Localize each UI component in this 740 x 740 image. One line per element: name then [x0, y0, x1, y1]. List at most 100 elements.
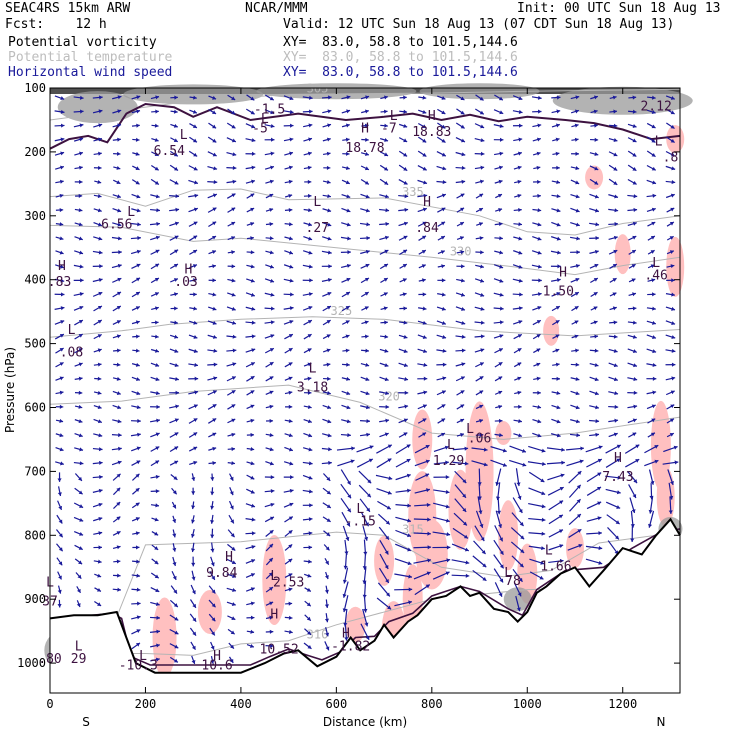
wind-arrow	[265, 376, 274, 382]
wind-arrow	[533, 165, 541, 170]
wind-arrow	[647, 278, 656, 283]
wind-arrow	[509, 459, 527, 467]
wind-arrow	[513, 165, 522, 170]
wind-arrow	[531, 292, 542, 297]
wind-arrow	[360, 249, 370, 255]
wind-arrow	[54, 109, 65, 114]
wind-arrow	[436, 193, 447, 199]
pv-extremum-label: L	[652, 256, 660, 271]
wind-arrow	[570, 207, 580, 213]
wind-arrow	[55, 179, 64, 184]
y-tick-label: 1000	[17, 656, 46, 670]
wind-arrow	[227, 278, 236, 283]
wind-arrow	[208, 122, 217, 129]
wind-arrow	[132, 165, 140, 171]
wind-arrow	[589, 418, 600, 424]
wind-arrow	[113, 559, 121, 564]
wind-arrow	[648, 469, 655, 485]
wind-arrow	[493, 334, 504, 339]
wind-arrow	[73, 95, 84, 100]
wind-arrow	[359, 222, 371, 227]
wind-arrow	[150, 391, 160, 396]
wind-arrow	[495, 208, 503, 212]
wind-arrow	[191, 515, 196, 524]
wind-arrow	[131, 320, 140, 325]
wind-arrow	[379, 362, 389, 368]
wind-arrow	[571, 348, 579, 353]
wind-arrow	[302, 95, 313, 100]
wind-arrow	[132, 348, 140, 353]
wind-arrow	[208, 613, 216, 622]
wind-arrow	[150, 164, 160, 171]
wind-arrow	[112, 334, 121, 339]
wind-arrow	[585, 445, 603, 453]
wind-arrow	[360, 151, 370, 156]
wind-arrow	[188, 235, 198, 242]
wind-arrow	[646, 320, 657, 325]
wind-arrow	[246, 643, 255, 648]
wind-arrow	[493, 292, 504, 297]
wind-arrow	[417, 207, 428, 213]
wind-arrow	[73, 278, 84, 283]
wind-arrow	[265, 179, 274, 184]
wind-arrow	[323, 165, 331, 170]
wind-arrow	[303, 404, 312, 409]
wind-arrow	[189, 136, 198, 143]
theta-label-310: 310	[307, 628, 329, 642]
wind-arrow	[379, 208, 390, 213]
wind-arrow	[303, 348, 312, 354]
wind-arrow	[398, 194, 409, 199]
wind-arrow	[529, 571, 544, 580]
wind-arrow	[627, 348, 638, 354]
pv-extremum-label: -1.5	[254, 103, 285, 118]
wind-arrow	[398, 150, 408, 157]
wind-arrow	[630, 524, 635, 542]
wind-arrow	[455, 306, 466, 311]
wind-arrow	[475, 193, 484, 199]
wind-arrow	[628, 292, 637, 297]
wind-arrow	[646, 179, 657, 185]
pv-2pvu-contour	[49, 102, 681, 150]
wind-arrow	[494, 376, 503, 382]
wind-arrow	[341, 277, 351, 283]
wind-arrow	[111, 433, 122, 438]
wind-arrow	[55, 390, 64, 395]
wind-arrow	[283, 95, 294, 101]
wind-arrow	[495, 193, 503, 199]
wind-arrow	[75, 193, 83, 199]
wind-arrow	[57, 585, 62, 594]
pv-extremum-label: .06	[468, 432, 491, 447]
wind-arrow	[474, 278, 485, 283]
wind-arrow	[570, 419, 580, 424]
gray-region-3	[419, 83, 540, 100]
wind-arrow	[665, 362, 676, 367]
wind-arrow	[586, 458, 603, 468]
wind-arrow	[265, 193, 274, 199]
wind-arrow	[646, 193, 657, 198]
wind-arrow	[227, 108, 236, 115]
wind-arrow	[130, 418, 141, 424]
wind-arrow	[433, 475, 450, 480]
wind-arrow	[342, 567, 349, 584]
wind-arrow	[342, 334, 350, 339]
wind-arrow	[169, 418, 179, 424]
wind-arrow	[131, 615, 141, 620]
wind-arrow	[226, 362, 237, 367]
wind-arrow	[207, 334, 218, 339]
wind-arrow	[394, 573, 413, 579]
wind-arrow	[341, 222, 351, 227]
wind-arrow	[395, 516, 412, 523]
wind-arrow	[283, 264, 294, 269]
wind-arrow	[209, 627, 216, 636]
wind-arrow	[363, 594, 368, 613]
wind-arrow	[151, 151, 159, 157]
wind-arrow	[586, 486, 602, 496]
wind-arrow	[208, 108, 217, 115]
wind-arrow	[208, 599, 216, 608]
wind-arrow	[284, 446, 294, 452]
wind-arrow	[226, 348, 237, 353]
wind-arrow	[476, 222, 484, 227]
wind-arrow	[571, 334, 579, 339]
wind-arrow	[590, 109, 598, 114]
wind-arrow	[452, 527, 469, 539]
